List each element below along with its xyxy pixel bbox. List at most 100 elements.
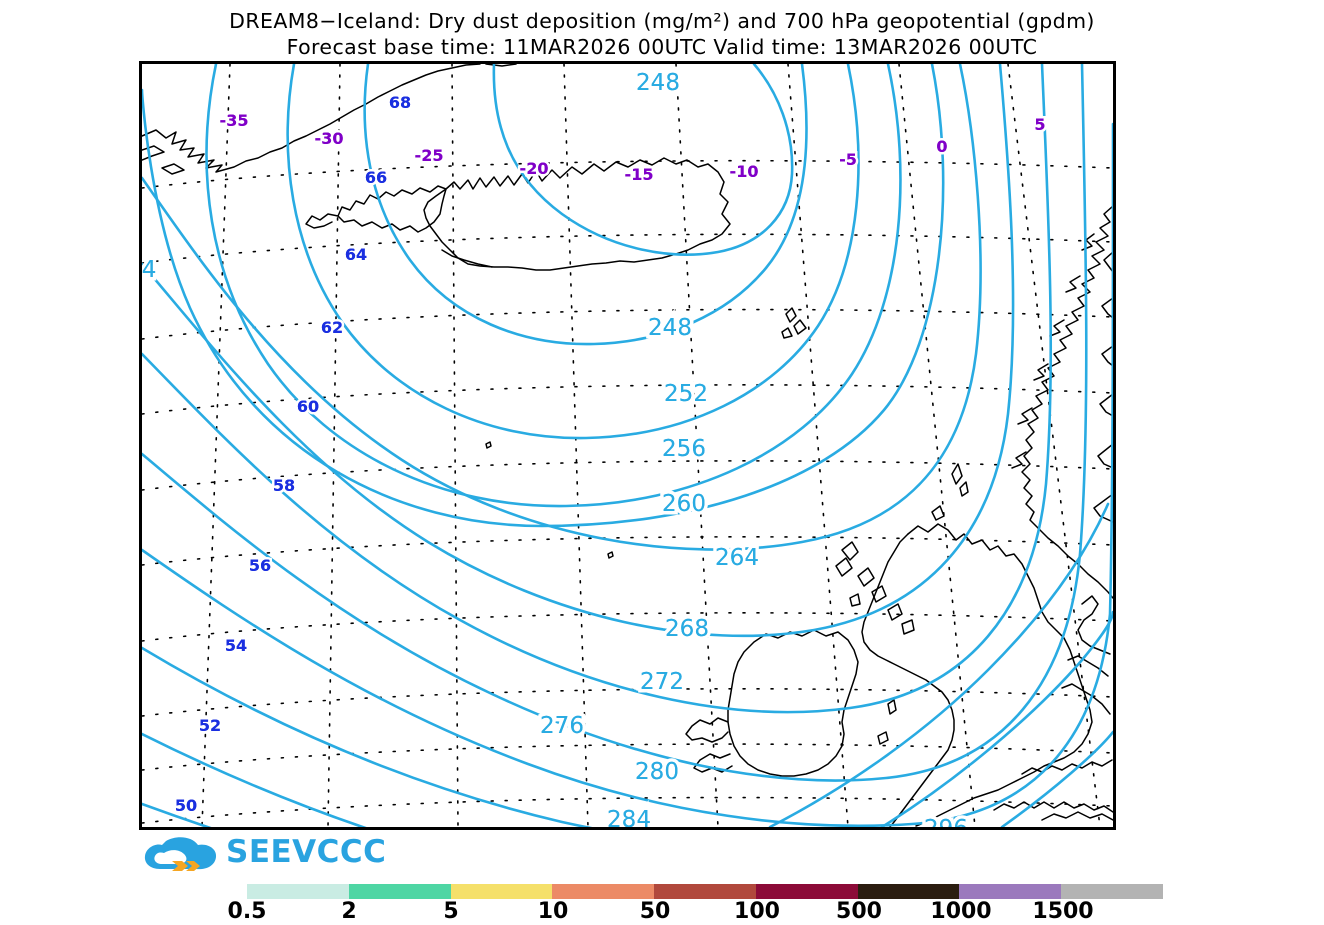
svg-text:-30: -30 [315, 129, 344, 148]
svg-text:66: 66 [365, 168, 387, 187]
colorbar-label-2: 2 [341, 899, 357, 924]
colorbar-segment-3 [552, 884, 655, 899]
svg-text:54: 54 [225, 636, 247, 655]
svg-text:50: 50 [175, 796, 197, 815]
contour-280 [142, 122, 1113, 827]
svg-text:268: 268 [665, 616, 709, 642]
svg-text:248: 248 [648, 315, 692, 341]
colorbar-label-500: 500 [836, 899, 882, 924]
contour-288 [142, 732, 367, 827]
svg-text:280: 280 [635, 759, 679, 785]
svg-text:260: 260 [662, 491, 706, 517]
chart-subtitle: Forecast base time: 11MAR2026 00UTC Vali… [286, 35, 1038, 59]
svg-text:68: 68 [389, 93, 411, 112]
svg-text:66: 66 [365, 168, 387, 187]
map-canvas: 248 248 248 248 252 252 256 256 260 26 [142, 64, 1113, 827]
deposition-colorbar [247, 884, 1164, 899]
chart-title-block: DREAM8−Iceland: Dry dust deposition (mg/… [0, 8, 1324, 60]
colorbar-segment-2 [450, 884, 553, 899]
graticule-meridians [201, 64, 1101, 827]
colorbar-segment-6 [857, 884, 960, 899]
svg-text:60: 60 [297, 397, 319, 416]
colorbar-segment-7 [959, 884, 1062, 899]
svg-text:0: 0 [936, 137, 947, 156]
svg-text:64: 64 [345, 245, 367, 264]
colorbar-segment-4 [654, 884, 756, 899]
svg-text:4: 4 [142, 257, 156, 283]
contour-296-b [880, 610, 1113, 827]
svg-text:296: 296 [924, 816, 968, 827]
svg-text:268: 268 [665, 616, 709, 642]
svg-text:248: 248 [636, 70, 680, 96]
svg-text:284: 284 [607, 807, 651, 827]
svg-text:-35: -35 [220, 111, 249, 130]
contour-272 [142, 64, 1053, 714]
svg-text:284: 284 [607, 807, 651, 827]
svg-text:252: 252 [664, 381, 708, 407]
svg-text:272: 272 [640, 669, 684, 695]
cloud-icon [144, 837, 217, 871]
contour-labels: 248 248 248 248 252 252 256 256 260 26 [142, 67, 971, 828]
seevccc-logo: SEEVCCC [142, 833, 386, 875]
svg-text:-20: -20 [520, 159, 549, 178]
svg-text:296: 296 [924, 816, 968, 827]
svg-text:-5: -5 [839, 150, 857, 169]
logo-text: SEEVCCC [226, 834, 387, 870]
svg-text:62: 62 [321, 318, 343, 337]
contour-256 [205, 64, 902, 508]
svg-text:256: 256 [662, 436, 706, 462]
contour-252 [286, 64, 860, 440]
svg-text:-25: -25 [415, 146, 444, 165]
svg-text:62: 62 [321, 318, 343, 337]
svg-text:-20: -20 [520, 159, 549, 178]
colorbar-label-100: 100 [734, 899, 780, 924]
svg-text:-15: -15 [625, 165, 654, 184]
colorbar-label-1000: 1000 [930, 899, 992, 924]
longitude-labels: -35-35 -30-30 -25-25 -20-20 -15-15 -10-1… [217, 109, 1048, 187]
svg-text:264: 264 [715, 545, 759, 571]
graticule-parallels [142, 159, 1113, 824]
map-panel: 248 248 248 248 252 252 256 256 260 26 [139, 61, 1116, 830]
svg-text:56: 56 [249, 556, 271, 575]
page-title: DREAM8−Iceland: Dry dust deposition (mg/… [229, 9, 1095, 33]
svg-text:52: 52 [199, 716, 221, 735]
contour-264 [142, 64, 982, 551]
contour-268 [142, 64, 1015, 638]
svg-text:56: 56 [249, 556, 271, 575]
colorbar-tick-labels: 0.5 2 5 10 50 100 500 1000 1500 [0, 899, 1324, 925]
svg-text:0: 0 [936, 137, 947, 156]
contour-296-c [1000, 730, 1113, 827]
colorbar-label-10: 10 [537, 899, 569, 924]
svg-text:-25: -25 [415, 146, 444, 165]
svg-text:68: 68 [389, 93, 411, 112]
svg-text:260: 260 [662, 491, 706, 517]
svg-text:58: 58 [273, 476, 295, 495]
svg-text:54: 54 [225, 636, 247, 655]
svg-text:-15: -15 [625, 165, 654, 184]
contour-248-outer [363, 64, 808, 346]
svg-text:276: 276 [540, 713, 584, 739]
colorbar-segment-8 [1061, 884, 1164, 899]
svg-text:64: 64 [345, 245, 367, 264]
svg-text:4: 4 [142, 257, 156, 283]
svg-text:60: 60 [297, 397, 319, 416]
colorbar-label-0.5: 0.5 [227, 899, 267, 924]
contour-292 [142, 802, 212, 827]
colorbar-segment-5 [755, 884, 858, 899]
colorbar-label-50: 50 [639, 899, 671, 924]
colorbar-segment-0 [247, 884, 349, 899]
svg-text:5: 5 [1034, 115, 1045, 134]
svg-text:256: 256 [662, 436, 706, 462]
svg-text:52: 52 [199, 716, 221, 735]
geopotential-contours [142, 64, 1113, 827]
contour-284 [142, 646, 593, 827]
svg-text:5: 5 [1034, 115, 1045, 134]
svg-text:276: 276 [540, 713, 584, 739]
colorbar-label-1500: 1500 [1032, 899, 1094, 924]
svg-text:252: 252 [664, 381, 708, 407]
colorbar-segment-1 [348, 884, 451, 899]
svg-text:50: 50 [175, 796, 197, 815]
colorbar-label-5: 5 [443, 899, 459, 924]
